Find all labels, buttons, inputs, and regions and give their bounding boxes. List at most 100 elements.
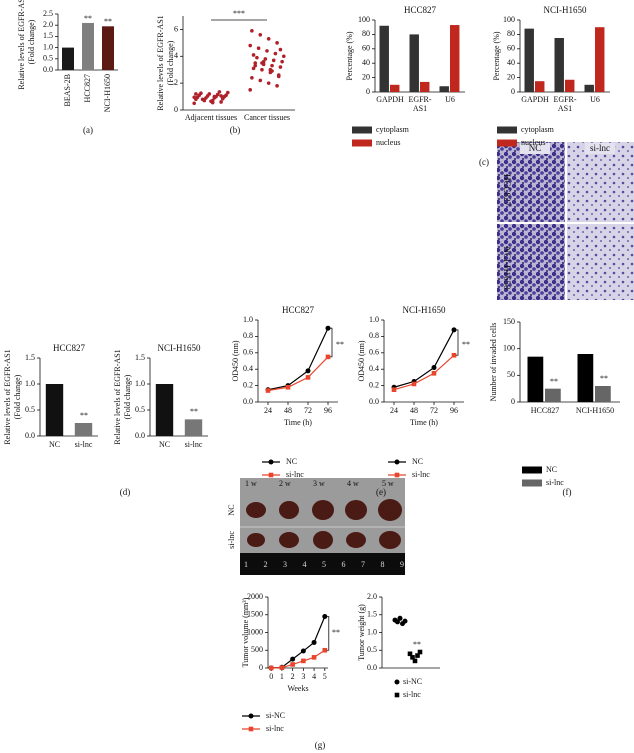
ruler-numbers: 1 2 3 4 5 6 7 8 9 [244,560,404,569]
ruler-number: 5 [322,560,326,569]
point [248,88,252,92]
y-axis-label: (Fold change) [27,19,36,64]
y-tick-label: 1.0 [243,315,253,324]
marker [325,325,331,331]
y-tick-label: 150 [503,317,515,326]
point [271,58,276,63]
y-axis-label: Relative levels of EGFR-AS1 [17,0,26,90]
week-label: 3 w [313,479,325,488]
y-axis-label: Tumor volume (mm³) [241,597,250,667]
marker [285,384,291,390]
x-tick-label: 72 [430,406,438,415]
legend-label: cytoplasm [376,125,410,134]
marker [431,365,437,371]
y-tick-label: 0.5 [43,54,53,63]
panel-label: (b) [230,125,241,135]
legend-swatch [497,126,517,134]
legend-swatch [522,466,542,474]
point [251,53,256,57]
x-tick-label: HCC827 [83,74,92,102]
point [275,41,279,45]
line [267,327,329,391]
legend-label: NC [412,457,423,466]
point [250,28,254,33]
y-tick-label: 100 [358,15,370,24]
y-tick-label: 0.4 [243,364,253,373]
bar [527,356,544,402]
legend-swatch [497,139,517,147]
marker [451,327,457,333]
x-tick-label: 2 [291,672,295,681]
y-tick-label: 0.0 [243,397,253,406]
y-tick-label: 4 [174,51,178,60]
significance-bracket [456,329,459,356]
x-tick-label: si-lnc [75,440,93,449]
x-axis-label: Time (h) [284,418,312,427]
y-tick-label: 0.5 [25,405,35,414]
y-tick-label: 2.0 [43,20,53,29]
marker [391,387,397,392]
bar [420,81,430,92]
annotation: ** [84,14,92,23]
y-tick-label: 0.6 [243,348,253,357]
y-tick-label: 1.0 [367,627,377,636]
legend-label: si-lnc [286,470,304,479]
point [217,90,222,94]
marker [268,459,274,465]
x-tick-label: GAPDH [376,95,404,104]
bar [450,25,460,92]
marker [301,658,306,664]
marker [311,639,317,645]
point [248,43,252,48]
annotation: *** [233,9,245,18]
marker [265,388,271,393]
tumor-photo: 1 w 2 w 3 w 4 w 5 w NC si-lnc 1 2 3 4 5 6 7 8 9 [227,478,405,575]
image-label: HCC827 [502,174,512,207]
label-bg [520,143,550,154]
y-tick-label: 500 [251,645,263,654]
y-tick-label: 1.5 [43,31,53,40]
bar [45,384,64,436]
invasion-images: NC si-lnc HCC827 NCI-H1650 [497,142,634,300]
chart-title: HCC827 [282,305,315,315]
legend-label: nucleus [376,138,400,147]
x-tick-label: U6 [590,95,600,104]
y-tick-label: 0.8 [243,331,253,340]
annotation: ** [332,628,340,637]
y-axis-label: Percentage (%) [345,31,354,80]
point [255,55,259,60]
y-tick-label: 2.5 [43,9,53,18]
annotation: ** [600,374,608,383]
x-tick-label: 24 [390,406,398,415]
y-axis-label: OD450 (nm) [357,340,366,381]
marker [395,619,400,625]
legend-swatch [522,479,542,487]
y-tick-label: 80 [507,29,515,38]
marker [394,459,400,465]
legend-label: si-NC [266,711,285,720]
bar [409,34,419,92]
x-tick-label: GAPDH [376,95,404,104]
y-tick-label: 0.5 [367,645,377,654]
tumors [246,499,402,549]
marker [411,381,417,387]
ruler [240,553,405,575]
y-tick-label: 2.0 [367,592,377,601]
x-tick-label: U6 [590,95,600,104]
week-label: 4 w [347,479,359,488]
x-tick-label: EGFR-AS1 [408,95,432,113]
point [273,51,278,56]
x-tick-label: Cancer tissues [244,113,290,122]
chart-title: NCI-H1650 [403,305,446,315]
point [258,78,263,83]
x-tick-label: U6 [445,95,455,104]
y-tick-label: 1.5 [25,353,35,362]
y-tick-label: 0 [366,87,370,96]
significance-bracket [326,616,330,651]
x-tick-label: 0 [269,672,273,681]
point [199,91,203,96]
y-tick-label: 1.0 [135,379,145,388]
bar [595,27,605,93]
y-axis-label: Percentage (%) [492,31,501,80]
marker [248,726,254,732]
